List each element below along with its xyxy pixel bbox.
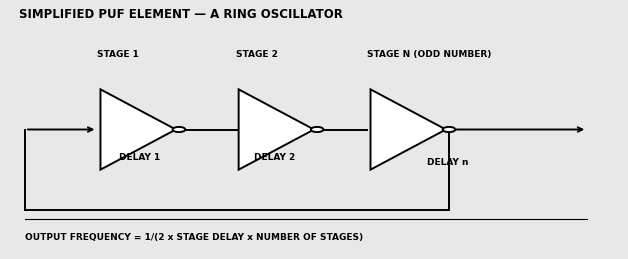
Text: STAGE 2: STAGE 2 bbox=[236, 50, 278, 59]
Polygon shape bbox=[371, 89, 446, 170]
Text: OUTPUT FREQUENCY = 1/(2 x STAGE DELAY x NUMBER OF STAGES): OUTPUT FREQUENCY = 1/(2 x STAGE DELAY x … bbox=[25, 233, 363, 242]
Text: SIMPLIFIED PUF ELEMENT — A RING OSCILLATOR: SIMPLIFIED PUF ELEMENT — A RING OSCILLAT… bbox=[19, 8, 343, 21]
Circle shape bbox=[443, 127, 455, 132]
Text: STAGE 1: STAGE 1 bbox=[97, 50, 139, 59]
Text: DELAY 1: DELAY 1 bbox=[119, 153, 160, 162]
Polygon shape bbox=[100, 89, 176, 170]
Circle shape bbox=[311, 127, 323, 132]
Circle shape bbox=[173, 127, 185, 132]
Polygon shape bbox=[239, 89, 314, 170]
Text: DELAY 2: DELAY 2 bbox=[254, 153, 295, 162]
Text: DELAY n: DELAY n bbox=[427, 158, 468, 167]
Text: STAGE N (ODD NUMBER): STAGE N (ODD NUMBER) bbox=[367, 50, 492, 59]
